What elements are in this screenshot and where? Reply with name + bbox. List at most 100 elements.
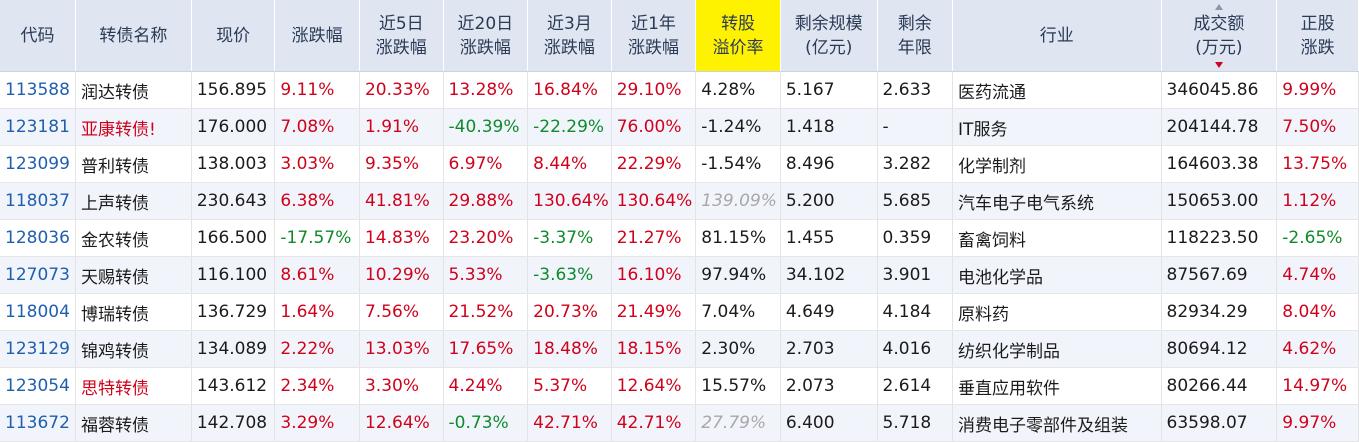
cell-name[interactable]: 锦鸡转债 — [75, 330, 192, 368]
cell-chg1y: 22.29% — [611, 145, 697, 183]
cell-chg3m: 18.48% — [527, 330, 612, 368]
cell-code[interactable]: 118037 — [0, 182, 77, 220]
column-header-code[interactable]: 代码 — [0, 0, 77, 72]
header-label: 涨跌幅 — [543, 37, 595, 58]
column-header-price[interactable]: 现价 — [191, 0, 276, 72]
header-label: 近5日 — [378, 13, 424, 34]
cell-name[interactable]: 润达转债 — [75, 71, 192, 109]
cell-code[interactable]: 113588 — [0, 71, 77, 109]
column-header-industry[interactable]: 行业 — [952, 0, 1162, 72]
header-label: 涨跌 — [1300, 37, 1335, 58]
table-row[interactable]: 127073 天赐转债 116.100 8.61% 10.29% 5.33% -3.63% 1… — [0, 256, 1359, 294]
sort-descending-icon[interactable] — [1214, 62, 1223, 68]
column-header-change-20d[interactable]: 近20日 涨跌幅 — [443, 0, 529, 72]
cell-years: 2.614 — [877, 367, 954, 405]
bond-name: 福蓉转债 — [81, 415, 150, 436]
header-label: 涨跌幅 — [291, 25, 343, 46]
cell-years: 4.184 — [877, 293, 954, 331]
cell-code[interactable]: 123129 — [0, 330, 77, 368]
cell-years: 0.359 — [877, 219, 954, 257]
column-header-remaining-scale[interactable]: 剩余规模 (亿元) — [780, 0, 878, 72]
cell-code[interactable]: 118004 — [0, 293, 77, 331]
header-label: 成交额 — [1193, 13, 1245, 34]
cell-stock: 7.50% — [1276, 108, 1359, 146]
cell-name[interactable]: 福蓉转债 — [75, 404, 192, 442]
cell-stock: 9.99% — [1276, 71, 1359, 109]
column-header-remaining-years[interactable]: 剩余 年限 — [877, 0, 954, 72]
header-label: 年限 — [897, 37, 932, 58]
column-header-name[interactable]: 转债名称 — [75, 0, 192, 72]
cell-chg5d: 41.81% — [359, 182, 444, 220]
cell-chg3m: 130.64% — [527, 182, 612, 220]
cell-premium: 27.79% — [695, 404, 781, 442]
cell-chg5d: 14.83% — [359, 219, 444, 257]
bond-name: 思特转债 — [81, 378, 150, 399]
table-row[interactable]: 113672 福蓉转债 142.708 3.29% 12.64% -0.73% 42.71%… — [0, 404, 1359, 442]
cell-industry: 消费电子零部件及组装 — [952, 404, 1162, 442]
cell-chg5d: 20.33% — [359, 71, 444, 109]
column-header-change-3m[interactable]: 近3月涨跌幅 — [527, 0, 612, 72]
bond-name: 上声转债 — [81, 193, 150, 214]
header-label: 代码 — [20, 25, 55, 46]
header-label: 近3月 — [547, 13, 592, 34]
table-row[interactable]: 123129 锦鸡转债 134.089 2.22% 13.03% 17.65% 18.48%… — [0, 330, 1359, 368]
column-header-conversion-premium[interactable]: 转股 溢价率 — [695, 0, 781, 72]
cell-code[interactable]: 128036 — [0, 219, 77, 257]
cell-price: 136.729 — [191, 293, 276, 331]
cell-name[interactable]: 天赐转债 — [75, 256, 192, 294]
cell-chg5d: 7.56% — [359, 293, 444, 331]
column-header-change-1y[interactable]: 近1年 涨跌幅 — [611, 0, 697, 72]
cell-name[interactable]: 上声转债 — [75, 182, 192, 220]
cell-chg1y: 29.10% — [611, 71, 697, 109]
cell-price: 116.100 — [191, 256, 276, 294]
table-row[interactable]: 118004 博瑞转债 136.729 1.64% 7.56% 21.52% 20.73% 2… — [0, 293, 1359, 331]
table-row[interactable]: 128036 金农转债 166.500 -17.57% 14.83% 23.20% -3.3… — [0, 219, 1359, 257]
table-row[interactable]: 113588 润达转债 156.895 9.11% 20.33% 13.28% 16.84%… — [0, 71, 1359, 109]
header-label: 行业 — [1039, 25, 1074, 46]
cell-code[interactable]: 123099 — [0, 145, 77, 183]
cell-chg20d: 4.24% — [443, 367, 529, 405]
column-header-stock-change[interactable]: 正股 涨跌 — [1276, 0, 1359, 72]
cell-chg: 8.61% — [274, 256, 360, 294]
cell-chg5d: 10.29% — [359, 256, 444, 294]
cell-scale: 34.102 — [780, 256, 878, 294]
cell-name[interactable]: 博瑞转债 — [75, 293, 192, 331]
column-header-change-5d[interactable]: 近5日涨跌幅 — [359, 0, 444, 72]
cell-chg3m: -3.37% — [527, 219, 612, 257]
cell-name[interactable]: 金农转债 — [75, 219, 192, 257]
cell-chg1y: 12.64% — [611, 367, 697, 405]
cell-chg: 9.11% — [274, 71, 360, 109]
column-header-change[interactable]: 涨跌幅 — [274, 0, 360, 72]
cell-stock: 4.62% — [1276, 330, 1359, 368]
cell-price: 166.500 — [191, 219, 276, 257]
table-row[interactable]: 123099 普利转债 138.003 3.03% 9.35% 6.97% 8.44% 22.… — [0, 145, 1359, 183]
cell-turnover: 80266.44 — [1161, 367, 1278, 405]
bond-name: 博瑞转债 — [81, 304, 150, 325]
sort-ascending-icon[interactable] — [1214, 4, 1223, 10]
cell-chg3m: 20.73% — [527, 293, 612, 331]
cell-chg5d: 13.03% — [359, 330, 444, 368]
header-label: 正股 — [1300, 13, 1335, 34]
table-row[interactable]: 118037 上声转债 230.643 6.38% 41.81% 29.88% 130.64… — [0, 182, 1359, 220]
cell-turnover: 204144.78 — [1161, 108, 1278, 146]
cell-premium: 139.09% — [695, 182, 781, 220]
cell-name[interactable]: 思特转债 — [75, 367, 192, 405]
header-label: 涨跌幅 — [375, 37, 427, 58]
column-header-turnover[interactable]: 成交额 (万元) — [1161, 0, 1278, 72]
cell-code[interactable]: 113672 — [0, 404, 77, 442]
cell-code[interactable]: 123054 — [0, 367, 77, 405]
cell-code[interactable]: 127073 — [0, 256, 77, 294]
cell-name[interactable]: 普利转债 — [75, 145, 192, 183]
cell-code[interactable]: 123181 — [0, 108, 77, 146]
cell-industry: 畜禽饲料 — [952, 219, 1162, 257]
cell-premium: -1.54% — [695, 145, 781, 183]
cell-price: 142.708 — [191, 404, 276, 442]
table-row[interactable]: 123181 亚康转债! 176.000 7.08% 1.91% -40.39% -22.2… — [0, 108, 1359, 146]
cell-price: 176.000 — [191, 108, 276, 146]
cell-price: 156.895 — [191, 71, 276, 109]
cell-industry: 化学制剂 — [952, 145, 1162, 183]
header-label: 现价 — [216, 25, 251, 46]
table-row[interactable]: 123054 思特转债 143.612 2.34% 3.30% 4.24% 5.37% 12.… — [0, 367, 1359, 405]
cell-scale: 6.400 — [780, 404, 878, 442]
cell-name[interactable]: 亚康转债! — [75, 108, 192, 146]
